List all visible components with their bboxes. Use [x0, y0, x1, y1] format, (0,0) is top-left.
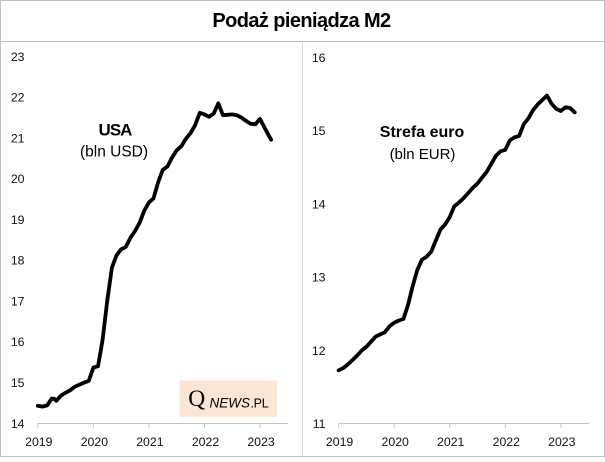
svg-text:2023: 2023 [247, 435, 275, 449]
svg-text:USA: USA [99, 121, 133, 140]
svg-text:(bln USD): (bln USD) [80, 144, 148, 161]
svg-text:16: 16 [312, 51, 326, 65]
svg-text:2022: 2022 [493, 435, 521, 449]
svg-text:22: 22 [11, 91, 25, 105]
svg-text:Strefa euro: Strefa euro [380, 124, 465, 141]
svg-text:21: 21 [11, 131, 25, 145]
svg-text:NEWS: NEWS [210, 396, 251, 411]
svg-text:15: 15 [11, 376, 25, 390]
svg-text:2019: 2019 [25, 435, 53, 449]
svg-text:19: 19 [11, 213, 25, 227]
svg-text:2021: 2021 [136, 435, 164, 449]
svg-text:20: 20 [11, 172, 25, 186]
svg-text:11: 11 [313, 417, 326, 431]
svg-text:2023: 2023 [548, 435, 576, 449]
svg-text:16: 16 [11, 335, 25, 349]
svg-text:15: 15 [312, 124, 326, 138]
svg-text:2020: 2020 [81, 435, 109, 449]
svg-text:Podaż pieniądza M2: Podaż pieniądza M2 [212, 10, 391, 32]
svg-text:17: 17 [11, 295, 25, 309]
svg-text:23: 23 [11, 50, 25, 64]
svg-text:18: 18 [11, 254, 25, 268]
svg-text:.PL: .PL [251, 397, 269, 411]
svg-text:2019: 2019 [326, 435, 354, 449]
svg-text:14: 14 [312, 197, 326, 211]
svg-text:2021: 2021 [437, 435, 465, 449]
svg-text:12: 12 [312, 344, 326, 358]
svg-text:2022: 2022 [192, 435, 220, 449]
svg-text:Q: Q [188, 386, 205, 412]
svg-text:(bln EUR): (bln EUR) [390, 146, 456, 163]
svg-text:13: 13 [312, 271, 326, 285]
svg-text:2020: 2020 [382, 435, 410, 449]
svg-text:14: 14 [11, 417, 25, 431]
